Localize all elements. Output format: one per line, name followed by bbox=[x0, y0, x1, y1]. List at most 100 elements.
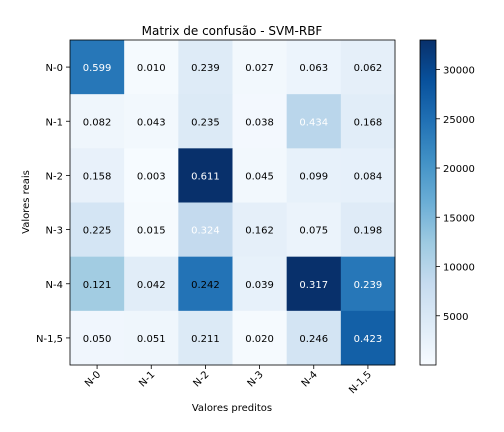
heatmap-cell bbox=[340, 94, 396, 149]
cell-value-label: 0.039 bbox=[245, 280, 274, 291]
x-tick-label: N-3 bbox=[246, 369, 266, 389]
heatmap-cell bbox=[178, 202, 233, 258]
heatmap-cell bbox=[232, 94, 288, 149]
y-tick-label: N-3 bbox=[46, 226, 63, 237]
cell-value-label: 0.246 bbox=[299, 334, 328, 345]
y-tick-label: N-4 bbox=[46, 280, 63, 291]
heatmap-cell bbox=[232, 40, 288, 95]
cell-value-label: 0.611 bbox=[191, 171, 220, 182]
y-tick-label: N-1,5 bbox=[36, 334, 63, 345]
cell-value-label: 0.239 bbox=[191, 63, 220, 74]
cell-value-label: 0.324 bbox=[191, 226, 220, 237]
chart-title: Matrix de confusão - SVM-RBF bbox=[142, 24, 323, 38]
heatmap-cell bbox=[232, 202, 288, 258]
heatmap-cell bbox=[232, 148, 288, 203]
colorbar-tick-label: 20000 bbox=[443, 164, 475, 175]
cell-value-label: 0.099 bbox=[299, 171, 328, 182]
cell-value-label: 0.242 bbox=[191, 280, 220, 291]
cell-value-label: 0.050 bbox=[83, 334, 112, 345]
heatmap-cell bbox=[70, 310, 125, 366]
heatmap-cell bbox=[124, 40, 179, 95]
x-axis-ticks: N-0 N-1 N-2 N-3 N-4 N-1,5 bbox=[83, 365, 374, 396]
heatmap-cell bbox=[124, 148, 179, 203]
x-tick-label: N-2 bbox=[191, 369, 211, 389]
colorbar-tick-label: 15000 bbox=[443, 213, 475, 224]
heatmap-cell bbox=[178, 148, 233, 203]
heatmap-cell bbox=[70, 40, 125, 95]
heatmap-cell bbox=[340, 256, 396, 312]
cell-value-label: 0.015 bbox=[137, 226, 166, 237]
cell-value-label: 0.042 bbox=[137, 280, 166, 291]
heatmap-cell bbox=[340, 148, 396, 203]
heatmap-cell bbox=[286, 202, 342, 258]
cell-value-label: 0.063 bbox=[299, 63, 328, 74]
heatmap-cell bbox=[178, 256, 233, 312]
cell-value-label: 0.062 bbox=[354, 63, 383, 74]
x-axis-label: Valores preditos bbox=[192, 403, 272, 414]
cell-value-label: 0.434 bbox=[299, 117, 328, 128]
cell-value-label: 0.225 bbox=[83, 226, 112, 237]
heatmap-cell bbox=[286, 40, 342, 95]
heatmap-cell bbox=[286, 256, 342, 312]
cell-value-label: 0.082 bbox=[83, 117, 112, 128]
heatmap-cell bbox=[286, 310, 342, 366]
cell-value-label: 0.423 bbox=[354, 334, 383, 345]
colorbar-tick-label: 25000 bbox=[443, 115, 475, 126]
y-tick-label: N-1 bbox=[46, 117, 63, 128]
cell-value-label: 0.038 bbox=[245, 117, 274, 128]
heatmap-cell bbox=[178, 40, 233, 95]
cell-value-label: 0.051 bbox=[137, 334, 166, 345]
cell-value-label: 0.162 bbox=[245, 226, 274, 237]
heatmap-cell bbox=[124, 202, 179, 258]
heatmap-cell bbox=[178, 94, 233, 149]
cell-value-label: 0.235 bbox=[191, 117, 220, 128]
heatmap-cell bbox=[286, 94, 342, 149]
cell-value-label: 0.020 bbox=[245, 334, 274, 345]
y-tick-label: N-2 bbox=[46, 171, 63, 182]
heatmap-cell bbox=[340, 310, 396, 366]
x-tick-label: N-4 bbox=[300, 369, 320, 389]
heatmap-cell bbox=[124, 310, 179, 366]
heatmap-cell bbox=[70, 256, 125, 312]
colorbar-tick-label: 30000 bbox=[443, 66, 475, 77]
cell-value-label: 0.027 bbox=[245, 63, 274, 74]
cell-value-label: 0.043 bbox=[137, 117, 166, 128]
cell-value-label: 0.121 bbox=[83, 280, 112, 291]
heatmap-cell bbox=[286, 148, 342, 203]
cell-value-label: 0.211 bbox=[191, 334, 220, 345]
heatmap-cell bbox=[124, 256, 179, 312]
plot-frame bbox=[69, 39, 396, 366]
x-tick-label: N-1 bbox=[137, 369, 157, 389]
y-tick-label: N-0 bbox=[46, 63, 63, 74]
heatmap-cell bbox=[340, 202, 396, 258]
heatmap-cell bbox=[124, 94, 179, 149]
cell-value-label: 0.168 bbox=[354, 117, 383, 128]
cell-value-label: 0.158 bbox=[83, 171, 112, 182]
heatmap-cell bbox=[232, 310, 288, 366]
cell-value-label: 0.198 bbox=[354, 226, 383, 237]
cell-value-label: 0.010 bbox=[137, 63, 166, 74]
heatmap-cell bbox=[232, 256, 288, 312]
heatmap-cells: 0.599 0.010 0.239 0.027 0.063 0.062 0.082 0.043… bbox=[70, 40, 396, 366]
heatmap-cell bbox=[70, 94, 125, 149]
colorbar-tick-label: 10000 bbox=[443, 263, 475, 274]
cell-value-label: 0.239 bbox=[354, 280, 383, 291]
x-tick-label: N-0 bbox=[83, 369, 103, 389]
colorbar bbox=[419, 39, 437, 366]
heatmap-cell bbox=[70, 148, 125, 203]
x-tick-label: N-1,5 bbox=[347, 369, 374, 396]
heatmap-cell bbox=[70, 202, 125, 258]
heatmap-cell bbox=[178, 310, 233, 366]
cell-value-label: 0.045 bbox=[245, 171, 274, 182]
heatmap-cell bbox=[340, 40, 396, 95]
cell-value-label: 0.084 bbox=[354, 171, 383, 182]
cell-value-label: 0.003 bbox=[137, 171, 166, 182]
y-axis-ticks: N-0 N-1 N-2 N-3 N-4 N-1,5 bbox=[36, 63, 70, 345]
cell-value-label: 0.075 bbox=[299, 226, 328, 237]
y-axis-label: Valores reais bbox=[21, 170, 32, 234]
colorbar-tick-label: 5000 bbox=[443, 312, 468, 323]
cell-value-label: 0.599 bbox=[83, 63, 112, 74]
colorbar-ticks: 5000 10000 15000 20000 25000 30000 bbox=[436, 66, 475, 323]
cell-value-label: 0.317 bbox=[299, 280, 328, 291]
